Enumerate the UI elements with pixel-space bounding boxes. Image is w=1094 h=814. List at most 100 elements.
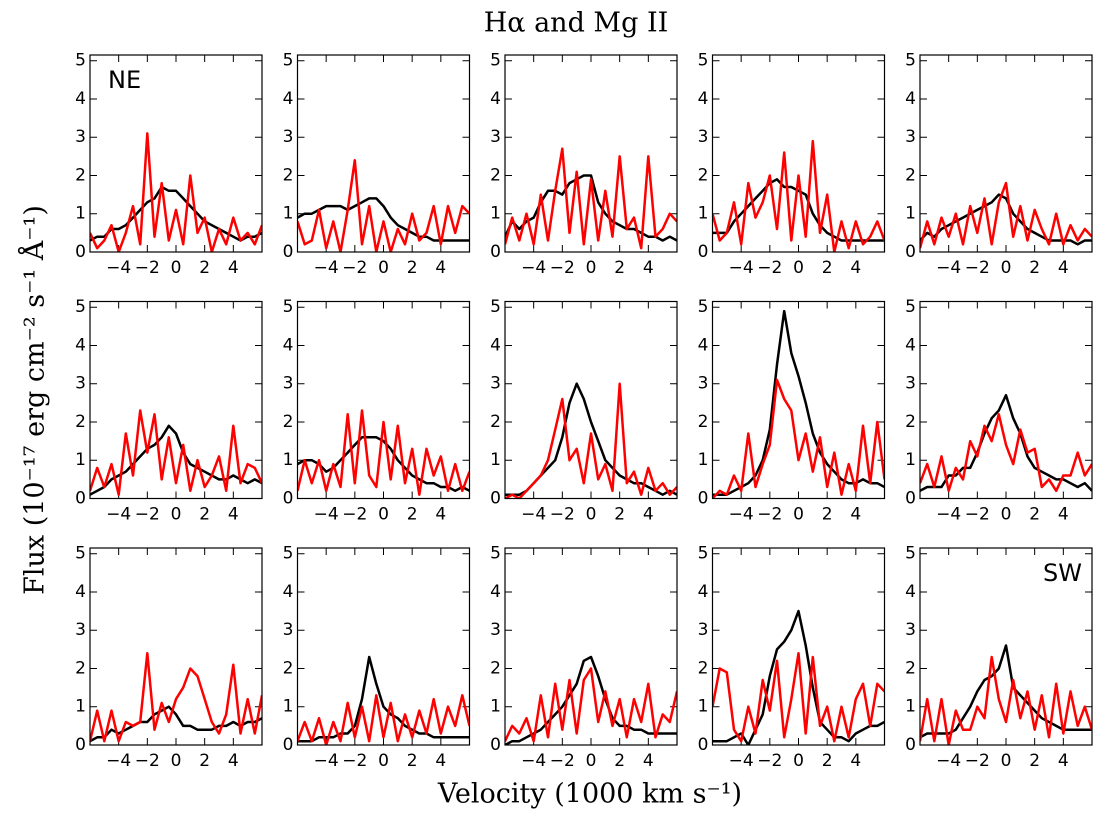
y-tick-label: 5 xyxy=(75,297,86,317)
x-tick-label: 0 xyxy=(793,505,804,525)
x-tick-label: 2 xyxy=(822,751,833,771)
y-tick-label: 4 xyxy=(490,335,501,355)
y-tick-label: 1 xyxy=(490,450,501,470)
data-line xyxy=(920,393,1092,492)
data-line xyxy=(920,655,1092,745)
y-tick-label: 1 xyxy=(490,204,501,224)
x-tick-label: 4 xyxy=(643,258,654,278)
y-tick-label: 2 xyxy=(283,412,294,432)
x-tick-label: 2 xyxy=(822,258,833,278)
data-line xyxy=(920,181,1092,249)
x-tick-label: 2 xyxy=(614,258,625,278)
y-tick-label: 1 xyxy=(283,450,294,470)
x-tick-label: −2 xyxy=(342,505,367,525)
y-tick-label: 5 xyxy=(283,297,294,317)
y-tick-label: 0 xyxy=(283,735,294,755)
y-tick-label: 5 xyxy=(698,297,709,317)
y-tick-label: 3 xyxy=(75,620,86,640)
data-line xyxy=(505,667,677,743)
x-tick-label: 2 xyxy=(614,505,625,525)
x-tick-label: −4 xyxy=(729,505,754,525)
x-tick-label: 4 xyxy=(435,751,446,771)
y-tick-label: 5 xyxy=(283,544,294,564)
x-tick-label: −2 xyxy=(965,258,990,278)
x-tick-label: −2 xyxy=(550,751,575,771)
y-tick-label: 5 xyxy=(698,51,709,71)
axes-frame xyxy=(504,54,678,253)
x-tick-label: 4 xyxy=(850,505,861,525)
x-tick-label: 2 xyxy=(822,505,833,525)
y-tick-label: 2 xyxy=(490,412,501,432)
x-tick-label: 4 xyxy=(643,751,654,771)
x-tick-label: −2 xyxy=(757,751,782,771)
x-tick-label: 4 xyxy=(1058,505,1069,525)
figure-title: Hα and Mg II xyxy=(484,8,669,39)
y-tick-label: 0 xyxy=(490,735,501,755)
y-tick-label: 0 xyxy=(905,489,916,509)
x-tick-label: 4 xyxy=(1058,751,1069,771)
y-tick-label: 2 xyxy=(905,412,916,432)
x-tick-label: 0 xyxy=(378,751,389,771)
y-tick-label: 3 xyxy=(283,127,294,147)
y-tick-label: 3 xyxy=(75,127,86,147)
y-tick-label: 2 xyxy=(283,165,294,185)
data-line xyxy=(505,147,677,250)
data-line xyxy=(90,651,262,743)
data-line xyxy=(505,174,677,242)
y-tick-label: 0 xyxy=(905,735,916,755)
x-tick-label: 0 xyxy=(586,258,597,278)
x-tick-label: −4 xyxy=(729,258,754,278)
x-tick-label: 0 xyxy=(1001,258,1012,278)
x-tick-label: 0 xyxy=(171,258,182,278)
y-tick-label: 4 xyxy=(75,335,86,355)
x-tick-label: 0 xyxy=(793,258,804,278)
y-tick-label: 3 xyxy=(698,620,709,640)
y-tick-label: 4 xyxy=(698,89,709,109)
data-line xyxy=(297,158,470,252)
data-line xyxy=(297,409,470,496)
data-line xyxy=(712,139,885,252)
data-line xyxy=(712,178,885,242)
x-tick-label: 2 xyxy=(199,258,210,278)
y-tick-label: 3 xyxy=(905,374,916,394)
y-tick-label: 3 xyxy=(698,374,709,394)
y-tick-label: 5 xyxy=(905,544,916,564)
x-tick-label: −4 xyxy=(314,505,339,525)
y-tick-label: 0 xyxy=(490,242,501,262)
x-tick-label: 2 xyxy=(407,505,418,525)
x-tick-label: −4 xyxy=(106,505,131,525)
data-line xyxy=(90,705,262,743)
y-tick-label: 2 xyxy=(75,658,86,678)
y-tick-label: 1 xyxy=(75,697,86,717)
x-tick-label: −2 xyxy=(757,258,782,278)
y-tick-label: 4 xyxy=(905,335,916,355)
x-tick-label: 2 xyxy=(407,258,418,278)
data-line xyxy=(90,409,262,496)
x-tick-label: −4 xyxy=(314,258,339,278)
data-line xyxy=(297,436,470,493)
data-line xyxy=(90,424,262,496)
x-tick-label: −4 xyxy=(106,751,131,771)
y-tick-label: 1 xyxy=(75,204,86,224)
y-tick-label: 2 xyxy=(75,412,86,432)
x-tick-label: 2 xyxy=(614,751,625,771)
x-tick-label: −2 xyxy=(342,258,367,278)
y-tick-label: 0 xyxy=(905,242,916,262)
x-tick-label: 0 xyxy=(171,505,182,525)
x-tick-label: 0 xyxy=(1001,505,1012,525)
y-tick-label: 4 xyxy=(698,582,709,602)
data-line xyxy=(90,185,262,242)
y-tick-label: 1 xyxy=(698,450,709,470)
data-line xyxy=(505,382,677,499)
x-tick-label: 0 xyxy=(171,751,182,771)
y-tick-label: 3 xyxy=(490,127,501,147)
x-tick-label: 2 xyxy=(1029,258,1040,278)
x-tick-label: 4 xyxy=(850,258,861,278)
y-tick-label: 3 xyxy=(283,374,294,394)
data-line xyxy=(712,609,885,745)
y-tick-label: 0 xyxy=(698,242,709,262)
axes-frame xyxy=(919,300,1093,500)
y-tick-label: 4 xyxy=(283,89,294,109)
y-tick-label: 4 xyxy=(490,582,501,602)
